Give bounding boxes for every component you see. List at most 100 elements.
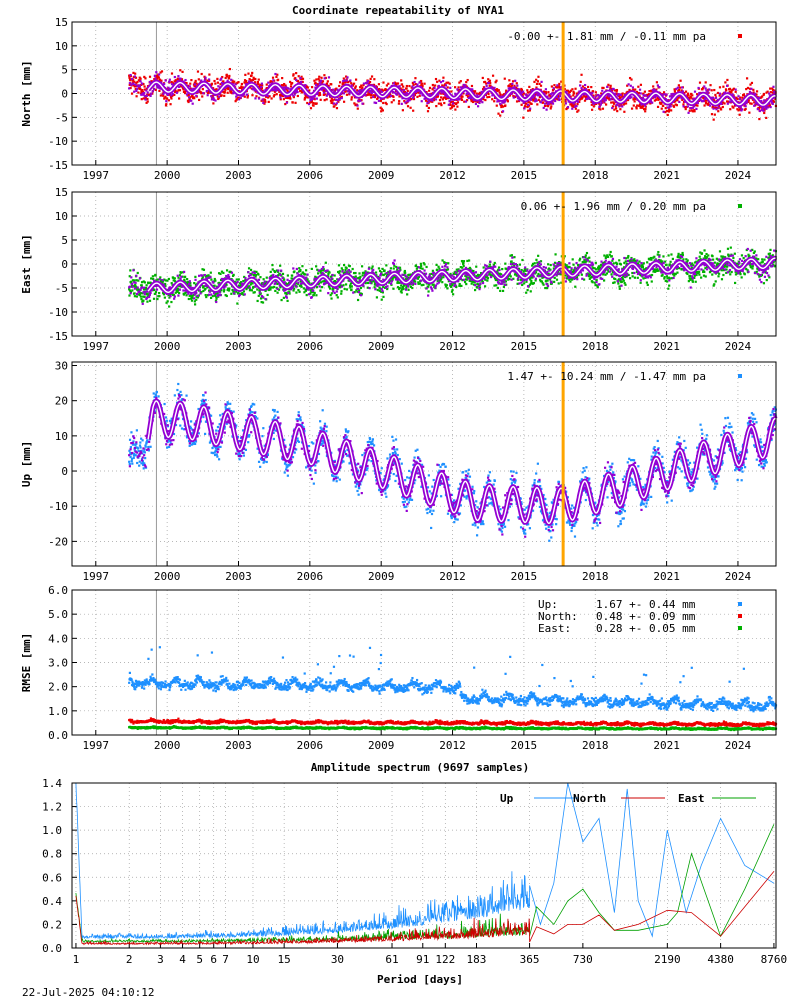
data-point-north bbox=[173, 80, 176, 83]
overlay-point bbox=[175, 91, 179, 94]
data-point-north bbox=[771, 87, 774, 90]
data-point-north bbox=[726, 78, 729, 82]
data-point-north bbox=[747, 100, 750, 104]
data-point-north bbox=[749, 83, 752, 86]
overlay-point bbox=[619, 93, 622, 97]
data-point-north bbox=[210, 82, 214, 85]
data-point-north bbox=[432, 99, 436, 102]
data-point-north bbox=[707, 103, 710, 106]
data-point-north bbox=[683, 105, 686, 109]
data-point-north bbox=[376, 97, 379, 101]
overlay-point bbox=[695, 107, 698, 111]
overlay-point bbox=[149, 94, 152, 98]
data-point-north bbox=[771, 91, 774, 94]
data-point-east bbox=[303, 273, 307, 276]
data-point-north bbox=[572, 94, 575, 97]
data-point-north bbox=[538, 96, 541, 99]
data-point-north bbox=[297, 79, 300, 83]
data-point-east bbox=[537, 254, 540, 257]
data-point-east bbox=[315, 286, 319, 289]
data-point-north bbox=[686, 92, 690, 95]
overlay-point bbox=[245, 83, 248, 86]
data-point-north bbox=[514, 95, 517, 99]
data-point-north bbox=[267, 96, 270, 99]
data-point-north bbox=[250, 74, 253, 77]
data-point-north bbox=[628, 88, 631, 92]
data-point-north bbox=[250, 80, 253, 83]
data-point-north bbox=[772, 100, 776, 103]
data-point-east bbox=[236, 302, 239, 305]
overlay-point bbox=[670, 93, 673, 96]
data-point-north bbox=[736, 97, 739, 101]
x-tick-label: 2024 bbox=[725, 340, 752, 353]
data-point-north bbox=[454, 108, 457, 111]
data-point-north bbox=[538, 82, 541, 85]
data-point-north bbox=[279, 98, 282, 101]
data-point-north bbox=[439, 102, 442, 105]
data-point-north bbox=[195, 82, 198, 85]
data-point-east bbox=[247, 267, 251, 270]
overlay-point bbox=[474, 102, 478, 106]
data-point-north bbox=[139, 77, 142, 80]
data-point-north bbox=[246, 96, 249, 99]
data-point-north bbox=[226, 91, 229, 94]
overlay-point bbox=[188, 96, 191, 99]
data-point-north bbox=[516, 88, 519, 91]
data-point-east bbox=[580, 273, 583, 276]
data-point-east bbox=[194, 275, 197, 278]
data-point-east bbox=[257, 273, 260, 276]
overlay-point bbox=[207, 78, 211, 81]
data-point-north bbox=[251, 94, 254, 97]
data-point-north bbox=[143, 75, 146, 79]
data-point-north bbox=[217, 97, 220, 101]
overlay-point bbox=[245, 93, 249, 96]
data-point-north bbox=[184, 92, 187, 95]
x-tick-label: 2021 bbox=[653, 169, 680, 182]
data-point-north bbox=[252, 76, 255, 79]
data-point-north bbox=[513, 84, 516, 87]
data-point-north bbox=[320, 76, 323, 79]
data-point-north bbox=[526, 91, 529, 94]
footer-timestamp: 22-Jul-2025 04:10:12 bbox=[22, 986, 154, 999]
data-point-east bbox=[452, 293, 455, 296]
data-point-north bbox=[301, 91, 304, 94]
overlay-point bbox=[188, 85, 191, 88]
data-point-north bbox=[306, 101, 309, 105]
data-point-north bbox=[642, 92, 645, 95]
overlay-point bbox=[372, 95, 375, 98]
data-point-north bbox=[630, 78, 633, 81]
data-point-east bbox=[419, 262, 422, 265]
data-point-east bbox=[510, 254, 514, 257]
overlay-point bbox=[392, 90, 395, 94]
data-point-east bbox=[533, 262, 536, 265]
data-point-north bbox=[341, 82, 345, 85]
overlay-point bbox=[417, 89, 420, 92]
overlay-point bbox=[773, 90, 776, 93]
data-point-north bbox=[164, 95, 167, 98]
data-point-north bbox=[577, 109, 580, 112]
data-point-north bbox=[768, 104, 772, 107]
data-point-north bbox=[638, 103, 642, 107]
data-point-north bbox=[592, 105, 595, 108]
data-point-north bbox=[258, 86, 261, 90]
overlay-point bbox=[481, 101, 484, 104]
overlay-point bbox=[663, 93, 666, 96]
data-point-east bbox=[499, 289, 502, 292]
data-point-north bbox=[536, 80, 539, 83]
data-point-north bbox=[592, 94, 595, 97]
data-point-north bbox=[231, 92, 234, 95]
overlay-point bbox=[316, 92, 319, 96]
overlay-point bbox=[296, 90, 299, 94]
y-tick-label: 10 bbox=[55, 210, 68, 223]
data-point-east bbox=[499, 273, 503, 276]
data-point-east bbox=[376, 288, 379, 292]
data-point-east bbox=[591, 281, 594, 284]
data-point-north bbox=[438, 98, 442, 102]
data-point-east bbox=[350, 285, 353, 288]
overlay-point bbox=[444, 94, 447, 97]
data-point-north bbox=[424, 99, 428, 102]
data-point-north bbox=[615, 88, 619, 92]
data-point-east bbox=[204, 294, 207, 297]
data-point-east bbox=[336, 296, 339, 299]
data-point-east bbox=[529, 290, 532, 293]
